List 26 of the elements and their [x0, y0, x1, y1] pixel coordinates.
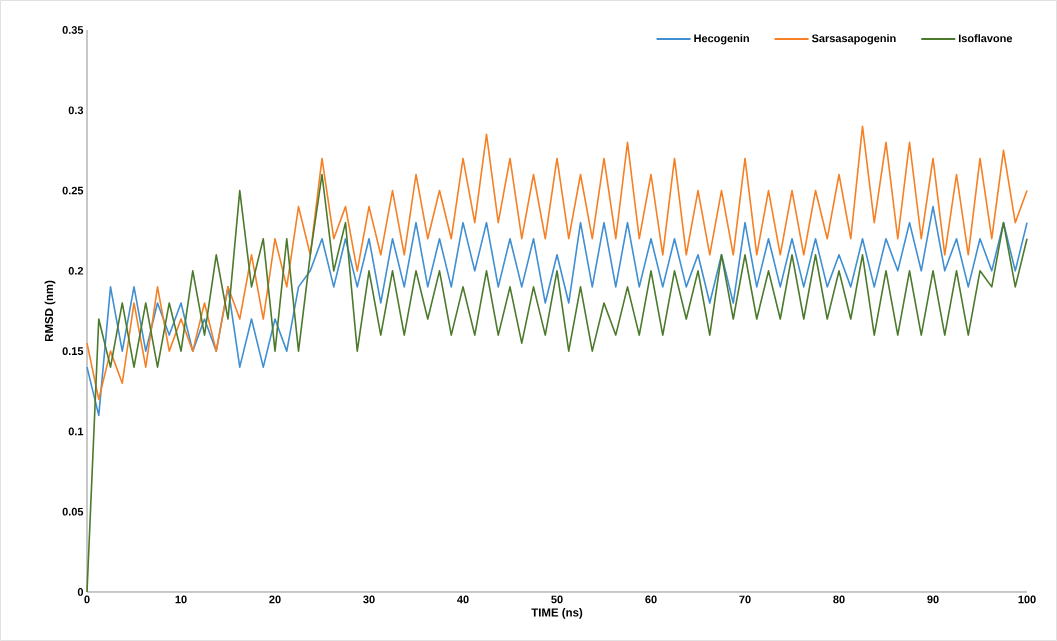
- y-tick-label: 0.3: [68, 106, 84, 115]
- legend-label: Hecogenin: [694, 34, 749, 45]
- x-axis-title: TIME (ns): [531, 608, 583, 619]
- y-tick-label: 0.2: [68, 266, 84, 275]
- y-tick-label: 0.1: [68, 427, 84, 436]
- x-tick-label: 60: [645, 595, 657, 604]
- y-tick-label: 0.15: [62, 347, 84, 356]
- x-tick-label: 20: [269, 595, 281, 604]
- legend-label: Isoflavone: [958, 34, 1013, 43]
- y-tick-label: 0: [77, 588, 84, 596]
- x-tick-label: 70: [739, 595, 751, 604]
- y-tick-label: 0.35: [62, 26, 84, 34]
- y-tick-label: 0.25: [62, 186, 84, 195]
- x-tick-label: 90: [927, 595, 939, 604]
- x-tick-label: 40: [457, 595, 469, 604]
- y-axis-title: RMSD (nm): [44, 280, 56, 342]
- line-series: [86, 125, 1028, 401]
- x-tick-label: 100: [1018, 595, 1036, 604]
- x-tick-label: 30: [363, 595, 375, 604]
- line-series: [86, 205, 1028, 417]
- x-tick-label: 50: [551, 595, 563, 604]
- y-tick-label: 0.05: [62, 507, 84, 516]
- x-tick-label: 80: [833, 595, 845, 604]
- x-tick-label: 0: [84, 595, 90, 604]
- legend-label: Sarsasapogenin: [811, 34, 896, 45]
- x-tick-label: 10: [175, 595, 187, 604]
